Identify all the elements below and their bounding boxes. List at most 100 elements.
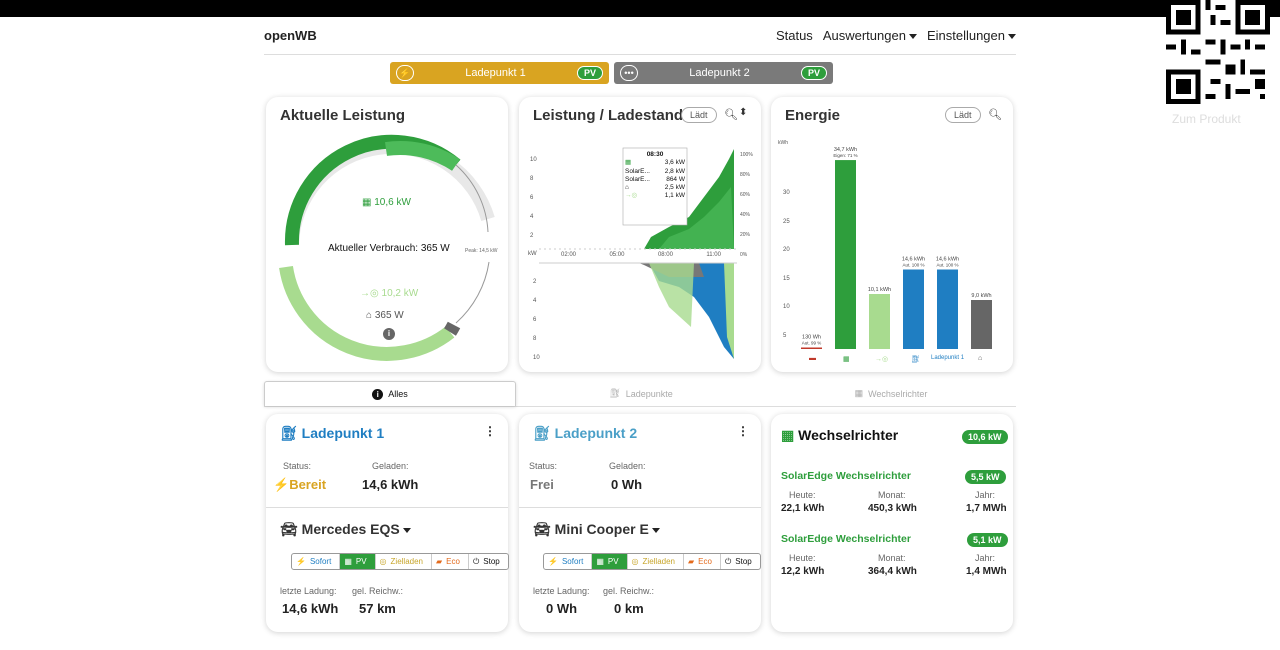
tick-label: 05:00 xyxy=(609,252,625,258)
house-power-text: 365 W xyxy=(374,310,404,321)
last-charge-value: 14,6 kWh xyxy=(282,601,339,616)
mode-pv-button[interactable]: ▦ PV xyxy=(340,554,376,569)
tick-label: 0% xyxy=(740,252,748,258)
energy-bar xyxy=(869,294,890,349)
search-icon[interactable]: 🔍︎ xyxy=(988,109,1002,121)
tooltip-row: ⌂ 2,5 kW xyxy=(625,184,685,192)
chevron-down-icon xyxy=(402,527,411,533)
inverter-2-monat-label: Monat: xyxy=(878,553,906,563)
tick-label: 4 xyxy=(530,214,534,220)
mode-ziel-label: Zielladen xyxy=(642,557,675,566)
tab-all[interactable]: i Alles xyxy=(264,381,516,406)
mode-sofort-label: Sofort xyxy=(561,557,584,566)
inverter-1-jahr: 1,7 MWh xyxy=(966,503,1007,514)
bar-value-label: 14,6 kWh xyxy=(936,257,959,263)
mode-zielladen-button[interactable]: ◎ Zielladen xyxy=(376,554,432,569)
house-icon: ⌂ xyxy=(625,184,629,192)
mode-sofort-button[interactable]: ⚡ Sofort xyxy=(544,554,593,569)
tooltip-row: →◎ 1,1 kW xyxy=(625,192,685,200)
tooltip-value: 2,5 kW xyxy=(664,184,685,192)
mode-eco-button[interactable]: ▰ Eco xyxy=(432,554,469,569)
chargepoint-1-card: ⛽︎ Ladepunkt 1 ⋮ Status: ⚡Bereit Geladen… xyxy=(266,414,509,632)
energy-mode-pill[interactable]: Lädt xyxy=(945,107,981,123)
bar-sub-label: Eigen: 71 % xyxy=(833,153,857,158)
search-icon[interactable]: 🔍︎ xyxy=(724,109,738,121)
tab-all-label: Alles xyxy=(388,389,408,399)
tooltip-value: 3,6 kW xyxy=(664,159,685,167)
chart-mode-pill[interactable]: Lädt xyxy=(681,107,717,123)
info-icon[interactable]: i xyxy=(383,328,395,340)
export-icon: →◎ xyxy=(625,192,638,200)
charged-value: 0 Wh xyxy=(611,477,643,492)
tick-label: 4 xyxy=(533,298,537,304)
vehicle-select[interactable]: 🚘︎ Mini Cooper E xyxy=(533,521,660,538)
charged-value: 14,6 kWh xyxy=(362,477,419,492)
plug-icon: ⚡ xyxy=(396,65,414,81)
vehicle-name: Mini Cooper E xyxy=(554,521,649,537)
inverter-2-name: SolarEdge Wechselrichter xyxy=(781,533,911,545)
inverter-2-heute-label: Heute: xyxy=(789,553,816,563)
tick-label: 11:00 xyxy=(706,252,721,258)
last-charge-label: letzte Ladung: xyxy=(280,586,337,596)
vehicle-name: Mercedes EQS xyxy=(301,521,400,537)
view-tabs: i Alles ⛽︎ Ladepunkte ▦ Wechselrichter xyxy=(264,381,1016,407)
mode-pv-label: PV xyxy=(607,557,619,566)
mode-sofort-button[interactable]: ⚡ Sofort xyxy=(292,554,341,569)
tab-inverters[interactable]: ▦ Wechselrichter xyxy=(766,381,1016,406)
tick-label: 10 xyxy=(783,304,790,310)
tick-label: 5 xyxy=(783,332,787,339)
vehicle-select[interactable]: 🚘︎ Mercedes EQS xyxy=(280,521,411,538)
app-container: openWB Status Auswertungen Einstellungen… xyxy=(264,17,1016,632)
nav-auswertungen-label: Auswertungen xyxy=(822,28,906,43)
energy-card: Energie Lädt 🔍︎ kWh 30 25 20 15 10 5 130… xyxy=(771,97,1013,372)
house-power: ⌂ 365 W xyxy=(366,310,404,321)
chargepoint-1-label: Ladepunkt 1 xyxy=(465,67,526,79)
tick-label: 100% xyxy=(740,152,753,158)
mode-eco-label: Eco xyxy=(698,557,712,566)
export-icon: →◎ xyxy=(875,356,889,363)
tab-chargepoints[interactable]: ⛽︎ Ladepunkte xyxy=(516,381,766,406)
mode-stop-button[interactable]: ⏻ Stop xyxy=(721,554,760,569)
tick-label: 20 xyxy=(783,247,790,253)
mode-zielladen-button[interactable]: ◎ Zielladen xyxy=(628,554,684,569)
consumption-text: Aktueller Verbrauch: 365 W xyxy=(328,243,450,254)
tick-label: 40% xyxy=(740,212,751,218)
nav-auswertungen[interactable]: Auswertungen xyxy=(823,28,917,43)
inverter-1-heute-label: Heute: xyxy=(789,490,816,500)
sort-icon[interactable]: ⬍ xyxy=(739,107,748,118)
nav-einstellungen-label: Einstellungen xyxy=(926,28,1005,43)
power-card-title: Aktuelle Leistung xyxy=(280,107,406,124)
status-label: Status: xyxy=(529,461,558,471)
mode-pv-button[interactable]: ▦ PV xyxy=(592,554,628,569)
range-value: 57 km xyxy=(359,601,396,616)
brand-logo[interactable]: openWB xyxy=(264,28,317,43)
chevron-down-icon xyxy=(1008,34,1016,40)
tab-chargepoints-label: Ladepunkte xyxy=(625,388,673,399)
divider xyxy=(519,507,761,508)
grid-icon: ▬ xyxy=(809,355,816,362)
charge-icon: ⛽︎ xyxy=(911,356,920,363)
charge-mode-bar: ⚡ Sofort ▦ PV ◎ Zielladen ▰ Eco ⏻ Stop xyxy=(543,553,761,570)
tab-inverters-label: Wechselrichter xyxy=(868,388,928,399)
chart-x-labels: 02:00 05:00 08:00 11:00 xyxy=(561,252,721,258)
tooltip-value: 2,8 kW xyxy=(664,167,685,175)
energy-bar xyxy=(835,160,856,349)
nav-einstellungen[interactable]: Einstellungen xyxy=(927,28,1016,43)
mode-stop-button[interactable]: ⏻ Stop xyxy=(469,554,508,569)
nav-status[interactable]: Status xyxy=(775,28,813,43)
tooltip-label: SolarE... xyxy=(625,167,650,175)
tick-label: 8 xyxy=(533,336,537,342)
chargepoint-1-button[interactable]: ⚡ Ladepunkt 1 PV xyxy=(390,62,609,84)
chart-y-top-labels: 10 8 6 4 2 xyxy=(530,151,537,246)
more-vert-icon[interactable]: ⋮ xyxy=(484,424,496,438)
pv-badge: PV xyxy=(800,66,827,80)
more-vert-icon[interactable]: ⋮ xyxy=(737,424,749,438)
qr-caption: Zum Produkt xyxy=(1172,112,1241,126)
mode-eco-button[interactable]: ▰ Eco xyxy=(684,554,721,569)
last-charge-label: letzte Ladung: xyxy=(533,586,590,596)
chargepoint-2-button[interactable]: ••• Ladepunkt 2 PV xyxy=(614,62,833,84)
chargepoint-1-title: ⛽︎ Ladepunkt 1 xyxy=(280,425,385,441)
energy-card-title: Energie xyxy=(785,107,841,124)
solar-panel-icon: ▦ xyxy=(854,388,864,398)
inverter-2-monat: 364,4 kWh xyxy=(868,566,917,577)
